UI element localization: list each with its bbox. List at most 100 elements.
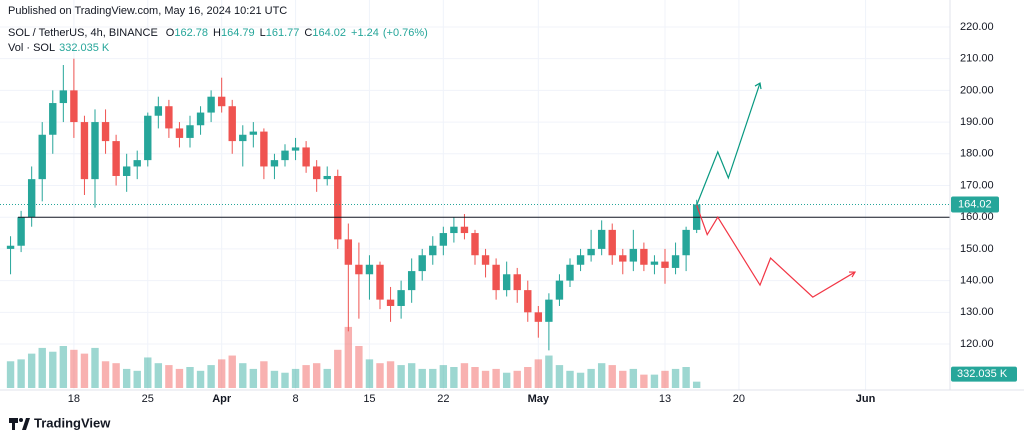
volume-bar <box>545 355 553 388</box>
candle-body <box>270 160 279 167</box>
candle-body <box>154 106 163 116</box>
volume-bar <box>566 370 574 388</box>
candle-body <box>112 141 120 176</box>
volume-bar <box>619 370 627 388</box>
candle-body <box>640 248 648 265</box>
x-tick-label: 25 <box>142 393 154 405</box>
volume-bar <box>281 372 289 388</box>
candle-body <box>608 229 616 256</box>
published-note: Published on TradingView.com, May 16, 20… <box>8 5 287 17</box>
volume-bar <box>576 372 585 388</box>
volume-bar <box>587 368 595 388</box>
y-tick-label: 150.00 <box>960 243 994 255</box>
candle-body <box>6 245 15 249</box>
volume-bar <box>291 368 300 388</box>
volume-bar <box>492 368 500 388</box>
y-tick-label: 130.00 <box>960 306 994 318</box>
candle-body <box>70 90 78 123</box>
projection-path <box>696 82 761 206</box>
candle-body <box>49 103 57 135</box>
volume-bar <box>270 370 279 388</box>
volume-bar <box>302 365 310 388</box>
x-tick-label: 18 <box>68 393 80 405</box>
candle-body <box>323 175 331 180</box>
volume-bar <box>555 365 564 388</box>
brand-logo <box>9 418 30 430</box>
candle-body <box>249 131 258 135</box>
axes: 120.00 130.00 140.00 150.00 160.00 170.00 180.… <box>68 21 1017 405</box>
y-tick-label: 200.00 <box>960 84 994 96</box>
volume-bar <box>450 367 458 388</box>
volume-bar <box>334 349 342 388</box>
candle-body <box>228 106 236 142</box>
volume-bar <box>239 363 247 388</box>
volume-bar <box>355 346 363 388</box>
brand: TradingView <box>34 415 111 430</box>
x-tick-label: 22 <box>437 393 449 405</box>
volume-bar <box>692 381 701 388</box>
volume-bar <box>640 374 648 388</box>
ohlc-value: 162.78 <box>174 27 208 39</box>
candle-body <box>291 147 300 151</box>
volume-bar <box>196 370 205 388</box>
volume-bar <box>650 374 659 388</box>
volume-bar <box>70 349 78 388</box>
volume-bar <box>407 363 416 388</box>
volume-bar <box>144 357 152 388</box>
candle-body <box>545 299 553 322</box>
candle-body <box>101 122 110 142</box>
candle-body <box>217 96 226 107</box>
volume-bar <box>429 368 437 388</box>
volume-bar <box>312 363 321 388</box>
volume-bar <box>365 359 374 388</box>
volume-bars <box>6 326 701 388</box>
volume-bar <box>217 359 226 388</box>
volume-bar <box>376 363 384 388</box>
projection-arrow <box>849 271 857 278</box>
last-price-box <box>951 196 999 213</box>
candle-body <box>555 280 564 300</box>
candle-body <box>17 217 25 246</box>
y-tick-label: 120.00 <box>960 338 994 350</box>
volume-bar <box>59 346 68 388</box>
volume-bar <box>513 370 521 388</box>
candle-body <box>450 226 458 234</box>
candle-body <box>502 274 511 291</box>
candle-body <box>629 248 638 262</box>
candle-body <box>513 274 521 291</box>
volume-bar <box>439 365 448 388</box>
volume-bar <box>597 363 606 388</box>
x-tick-label: Apr <box>212 393 232 405</box>
volume-bar <box>6 361 15 388</box>
overlays <box>0 82 950 298</box>
volume-bar <box>165 365 173 388</box>
candle-body <box>122 166 131 176</box>
candle-body <box>365 264 374 275</box>
volume-legend: Vol · SOL 332.035 K <box>8 42 110 54</box>
volume-bar <box>344 326 353 388</box>
candle-body <box>534 312 543 322</box>
candle-body <box>133 160 141 167</box>
ohlc-key: C <box>304 27 312 39</box>
volume-label: Vol · SOL <box>8 42 55 54</box>
candle-body <box>186 125 194 138</box>
volume-bar <box>629 368 638 388</box>
candle-body <box>59 90 68 104</box>
candle-body <box>587 248 595 256</box>
volume-bar <box>397 365 405 388</box>
candle-body <box>407 271 416 291</box>
volume-bar <box>112 363 120 388</box>
candle-body <box>91 122 99 180</box>
candle-body <box>207 96 215 113</box>
candle-body <box>386 299 395 306</box>
y-tick-label: 170.00 <box>960 179 994 191</box>
ohlc-key: L <box>260 27 266 39</box>
volume-bar <box>186 367 194 388</box>
candle-body <box>260 131 268 167</box>
legend-line: SOL / TetherUS, 4h, BINANCE O162.78 H164.7… <box>8 27 428 39</box>
volume-bar <box>154 363 163 388</box>
candle-body <box>281 150 289 161</box>
candle-body <box>355 264 363 275</box>
candle-body <box>661 261 669 268</box>
volume-bar <box>175 368 184 388</box>
